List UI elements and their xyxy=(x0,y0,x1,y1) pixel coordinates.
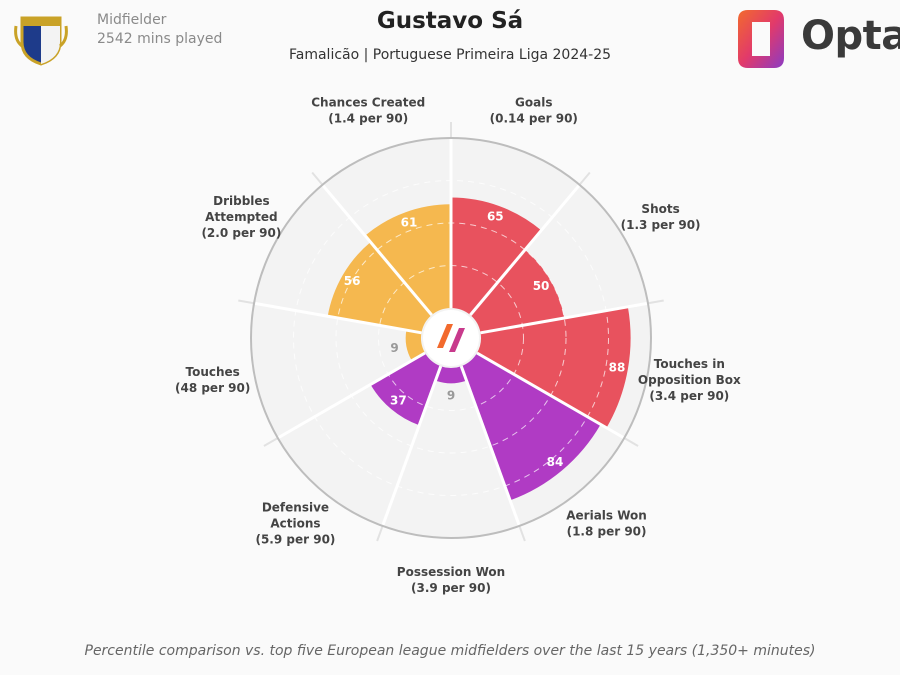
spoke xyxy=(480,301,649,335)
category-label: Dribbles Attempted (2.0 per 90) xyxy=(201,194,281,240)
spoke-ext xyxy=(623,437,639,447)
category-label: Chances Created (1.4 per 90) xyxy=(311,96,425,126)
page-title: Gustavo Sá xyxy=(376,8,524,34)
opta-logo-icon xyxy=(738,10,784,68)
spoke xyxy=(381,365,443,527)
spoke xyxy=(469,183,581,316)
club-badge xyxy=(14,16,68,66)
category-label: Shots (1.3 per 90) xyxy=(621,202,701,232)
bar-defensive-actions xyxy=(370,353,441,426)
outer-ring xyxy=(250,137,652,539)
bar-dribbles-attempted xyxy=(327,242,432,333)
spoke-ext xyxy=(311,171,324,186)
bar-touches xyxy=(405,330,426,361)
bar-touches-in-opposition-box xyxy=(476,306,631,428)
bar-possession-won xyxy=(435,366,467,384)
center-logo-icon xyxy=(449,328,465,352)
position-label: Midfielder xyxy=(97,12,167,28)
value-label: 50 xyxy=(533,279,550,293)
bar-shots xyxy=(470,249,565,333)
spoke-ext xyxy=(647,299,664,305)
spoke-ext xyxy=(263,437,279,447)
category-label: Touches (48 per 90) xyxy=(175,365,250,395)
value-label: 56 xyxy=(344,274,361,288)
spoke-ext xyxy=(238,299,255,305)
spoke-ext xyxy=(376,525,384,542)
category-label: Defensive Actions (5.9 per 90) xyxy=(255,500,335,546)
value-label: 84 xyxy=(547,455,564,469)
value-label: 9 xyxy=(447,388,455,402)
category-label: Goals (0.14 per 90) xyxy=(490,96,578,126)
spoke xyxy=(277,351,426,440)
spoke xyxy=(459,365,521,527)
value-label: 9 xyxy=(390,341,398,355)
footer-caption: Percentile comparison vs. top five Europ… xyxy=(84,643,816,659)
bar-goals xyxy=(451,197,542,316)
bar-chances-created xyxy=(365,204,451,316)
player-info: Midfielder 2542 mins played xyxy=(97,11,222,49)
category-label: Possession Won (3.9 per 90) xyxy=(397,565,505,595)
spoke xyxy=(476,351,625,440)
bar-aerials-won xyxy=(461,353,601,501)
spoke-ext xyxy=(578,171,591,186)
value-label: 37 xyxy=(390,394,407,408)
opta-wordmark: Opta xyxy=(801,13,900,59)
category-label: Aerials Won (1.8 per 90) xyxy=(566,508,647,538)
value-label: 88 xyxy=(609,360,626,374)
center-logo-icon xyxy=(437,324,453,348)
value-label: 61 xyxy=(401,216,418,230)
spoke xyxy=(253,301,422,335)
minutes-label: 2542 mins played xyxy=(97,31,223,47)
value-label: 65 xyxy=(487,209,504,223)
center-disc xyxy=(423,310,479,366)
spoke-ext xyxy=(518,525,526,542)
spoke xyxy=(321,183,433,316)
page-subtitle: Famalicão | Portuguese Primeira Liga 202… xyxy=(288,47,612,63)
category-label: Touches in Opposition Box (3.4 per 90) xyxy=(638,357,741,403)
